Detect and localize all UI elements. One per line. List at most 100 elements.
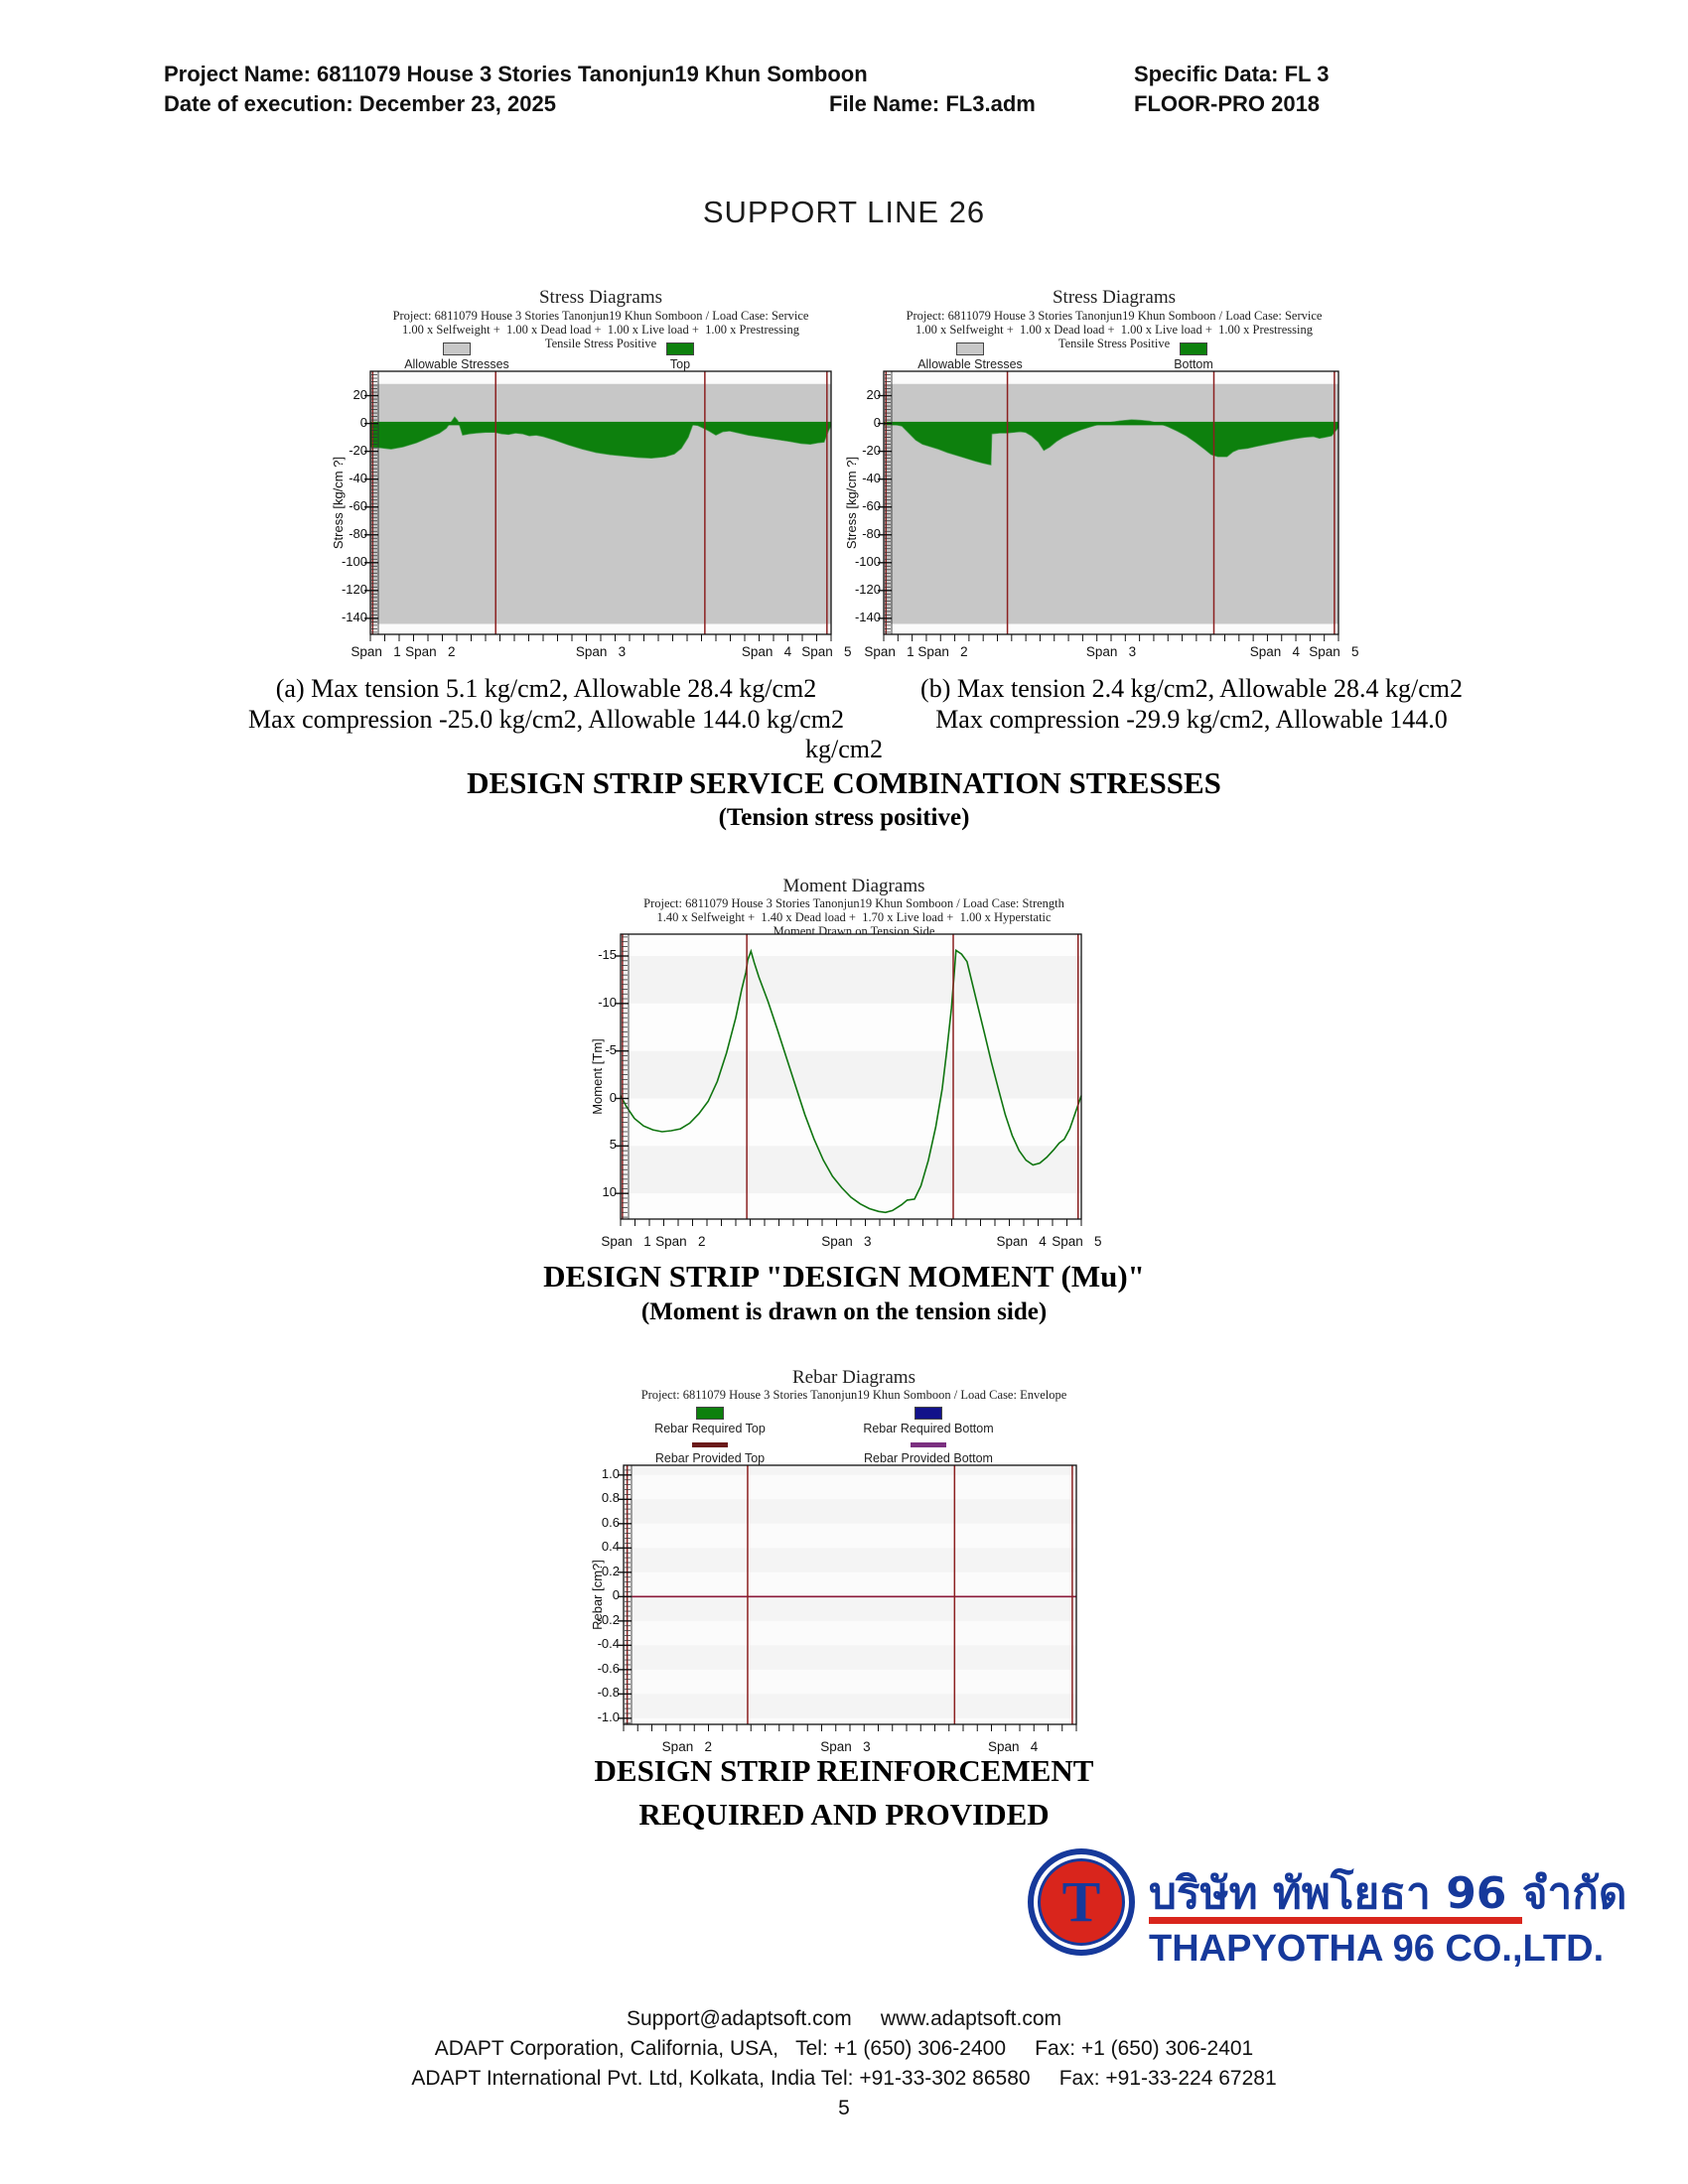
caption-overflow-unit: kg/cm2	[805, 735, 883, 763]
rebar-required-bottom-swatch-icon	[914, 1407, 942, 1420]
y-axis-ticks: 20 0 -20 -40 -60 -80 -100 -120 -140	[325, 371, 367, 644]
y-tick-label: -80	[862, 525, 881, 541]
x-axis-span-labels: Span 1 Span 2 Span 3 Span 4 Span 5	[864, 644, 1358, 664]
y-tick-label: -100	[854, 553, 881, 569]
logo-red-circle-icon: T	[1038, 1858, 1125, 1946]
span-label: Span 2	[917, 644, 968, 659]
y-tick-label: 0	[873, 414, 881, 430]
legend-label: Rebar Provided Bottom	[864, 1451, 993, 1465]
bottom-stress-swatch-icon	[1180, 342, 1207, 355]
x-axis-span-labels: Span 2 Span 3 Span 4	[624, 1739, 1076, 1759]
legend-item-top: Top	[621, 342, 740, 371]
y-tick-label: -40	[862, 470, 881, 485]
span-label: Span 1	[601, 1234, 651, 1249]
legend-item-allowable: Allowable Stresses	[896, 342, 1045, 371]
y-tick-label: -1.0	[597, 1708, 620, 1724]
stress-top-chart: Stress Diagrams Project: 6811079 House 3…	[331, 283, 859, 690]
footer-contact-web: Support@adaptsoft.com www.adaptsoft.com	[626, 2007, 1062, 2030]
header-project-name: Project Name: 6811079 House 3 Stories Ta…	[164, 62, 868, 86]
rebar-provided-bottom-swatch-icon	[911, 1442, 946, 1447]
allowable-stresses-swatch-icon	[443, 342, 471, 355]
y-tick-label: -100	[341, 553, 367, 569]
footer-adapt-usa: ADAPT Corporation, California, USA, Tel:…	[434, 2037, 1254, 2060]
heading-stress-sub: (Tension stress positive)	[718, 804, 970, 831]
span-label: Span 3	[821, 1234, 872, 1249]
y-tick-label: 0.2	[601, 1563, 620, 1578]
header-date: Date of execution: December 23, 2025	[164, 91, 556, 116]
y-tick-label: -10	[598, 994, 617, 1010]
span-label: Span 5	[1052, 1234, 1102, 1249]
chart-subtitle: 1.00 x Selfweight + 1.00 x Dead load + 1…	[402, 323, 799, 337]
legend-item-allowable: Allowable Stresses	[382, 342, 531, 371]
chart-subtitle: Project: 6811079 House 3 Stories Tanonju…	[906, 309, 1323, 323]
heading-rebar-line1: DESIGN STRIP REINFORCEMENT	[594, 1753, 1094, 1788]
legend-item-provided-bottom: Rebar Provided Bottom	[839, 1438, 1018, 1465]
chart-subtitle: Tensile Stress Positive	[544, 337, 657, 350]
y-tick-label: -5	[605, 1041, 617, 1057]
header-specific-data: Specific Data: FL 3	[1134, 62, 1330, 86]
y-tick-label: 20	[352, 386, 367, 402]
caption-b-line2: Max compression -29.9 kg/cm2, Allowable …	[935, 705, 1448, 734]
heading-rebar-line2: REQUIRED AND PROVIDED	[638, 1797, 1050, 1832]
stress-top-plot	[364, 370, 832, 641]
y-tick-label: -15	[598, 947, 617, 962]
rebar-required-top-swatch-icon	[696, 1407, 724, 1420]
y-tick-label: -60	[862, 497, 881, 513]
y-tick-label: -0.2	[597, 1611, 620, 1627]
y-tick-label: -40	[349, 470, 367, 485]
rebar-chart: Rebar Diagrams Project: 6811079 House 3 …	[590, 1363, 1112, 1790]
y-tick-label: 20	[866, 386, 881, 402]
y-axis-ticks: 20 0 -20 -40 -60 -80 -100 -120 -140	[838, 371, 881, 644]
caption-b-line1: (b) Max tension 2.4 kg/cm2, Allowable 28…	[920, 674, 1463, 703]
y-tick-label: -0.4	[597, 1636, 620, 1652]
y-tick-label: 0	[609, 1089, 617, 1105]
chart-subtitle: Project: 6811079 House 3 Stories Tanonju…	[643, 896, 1064, 910]
heading-stress: DESIGN STRIP SERVICE COMBINATION STRESSE…	[467, 765, 1221, 800]
chart-title: Rebar Diagrams	[792, 1367, 915, 1388]
y-tick-label: 0.4	[601, 1539, 620, 1555]
y-tick-label: -60	[349, 497, 367, 513]
legend-label: Rebar Required Bottom	[863, 1422, 994, 1435]
y-tick-label: 0	[612, 1587, 620, 1603]
caption-a: (a) Max tension 5.1 kg/cm2, Allowable 28…	[164, 673, 928, 735]
chart-subtitle: Tensile Stress Positive	[1057, 337, 1171, 350]
chart-subtitle: 1.40 x Selfweight + 1.40 x Dead load + 1…	[656, 910, 1052, 924]
company-name-thai: บริษัท ทัพโยธา 96 จำกัด	[1149, 1868, 1627, 1919]
span-label: Span 2	[661, 1739, 712, 1754]
header-file-name: File Name: FL3.adm	[829, 91, 1036, 116]
legend-label: Rebar Required Top	[654, 1422, 766, 1435]
legend-item-required-bottom: Rebar Required Bottom	[839, 1407, 1018, 1435]
legend-item-bottom: Bottom	[1134, 342, 1253, 371]
y-axis-ticks: 1.0 0.8 0.6 0.4 0.2 0 -0.2 -0.4 -0.6 -0.8 -1.0	[577, 1465, 620, 1734]
y-tick-label: 1.0	[601, 1465, 620, 1481]
chart-title: Stress Diagrams	[1052, 287, 1176, 308]
logo-monogram: T	[1061, 1869, 1101, 1934]
span-label: Span 2	[405, 644, 456, 659]
x-axis-span-labels: Span 1 Span 2 Span 3 Span 4 Span 5	[351, 644, 851, 664]
span-label: Span 4	[741, 644, 792, 659]
caption-a-line2: Max compression -25.0 kg/cm2, Allowable …	[247, 705, 845, 734]
y-tick-label: 5	[609, 1137, 617, 1153]
legend-label: Allowable Stresses	[917, 357, 1023, 371]
header-program: FLOOR-PRO 2018	[1134, 91, 1321, 116]
span-label: Span 2	[655, 1234, 706, 1249]
stress-bottom-chart: Stress Diagrams Project: 6811079 House 3…	[844, 283, 1372, 690]
legend-item-provided-top: Rebar Provided Top	[626, 1438, 794, 1465]
page-title: SUPPORT LINE 26	[702, 195, 986, 229]
legend-item-required-top: Rebar Required Top	[626, 1407, 794, 1435]
y-tick-label: -120	[341, 581, 367, 597]
y-tick-label: 0	[359, 414, 367, 430]
footer-adapt-india: ADAPT International Pvt. Ltd, Kolkata, I…	[411, 2067, 1277, 2090]
span-label: Span 1	[864, 644, 914, 659]
y-tick-label: -120	[854, 581, 881, 597]
legend-label: Rebar Provided Top	[654, 1451, 766, 1465]
span-label: Span 4	[996, 1234, 1047, 1249]
y-tick-label: -140	[341, 609, 367, 624]
rebar-plot	[618, 1464, 1077, 1731]
chart-title: Moment Diagrams	[782, 876, 925, 896]
chart-subtitle: 1.00 x Selfweight + 1.00 x Dead load + 1…	[915, 323, 1313, 337]
caption-a-line1: (a) Max tension 5.1 kg/cm2, Allowable 28…	[275, 674, 817, 703]
span-label: Span 5	[1309, 644, 1359, 659]
chart-subtitle: Project: 6811079 House 3 Stories Tanonju…	[392, 309, 809, 323]
y-tick-label: -140	[854, 609, 881, 624]
